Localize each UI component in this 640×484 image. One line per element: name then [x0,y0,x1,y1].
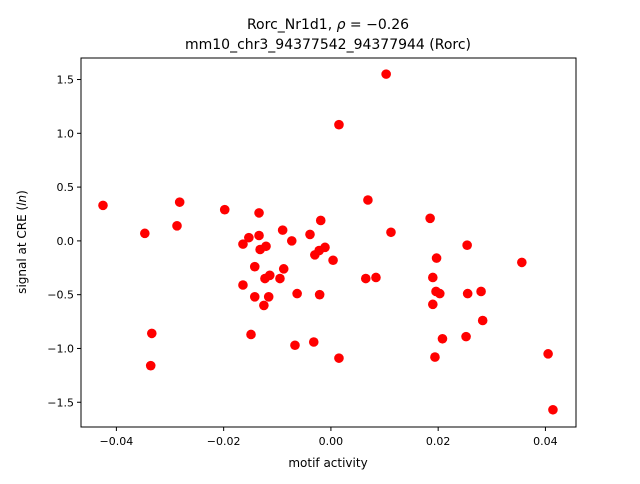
data-point [517,257,527,268]
data-point [286,236,297,246]
data-point [428,299,438,310]
y-tick-label: −1.0 [47,342,74,355]
data-point [431,253,442,263]
x-tick-label: −0.04 [100,435,134,448]
data-point [462,288,473,299]
y-tick-label: −0.5 [47,289,74,302]
y-tick-label: 0.0 [57,235,75,248]
data-point [140,228,150,239]
data-point [308,337,319,347]
data-point [381,69,391,79]
data-point [425,213,435,224]
data-point [314,289,325,300]
data-point [462,240,472,250]
data-point [244,232,254,243]
data-point [259,300,269,311]
data-point [430,352,440,362]
data-point [428,272,438,283]
y-tick-label: 1.5 [57,74,75,87]
data-point [277,225,288,235]
data-point [315,215,326,226]
data-point [548,404,558,415]
data-point [360,273,371,284]
data-point [174,197,185,207]
x-tick-label: 0.02 [426,435,451,448]
data-point [310,250,320,260]
data-point [476,286,486,297]
data-point [98,200,108,211]
data-point [238,280,248,290]
y-tick-label: 0.5 [57,181,75,194]
chart-title: Rorc_Nr1d1, ρ = −0.26 [247,17,409,33]
data-point [292,288,302,299]
y-tick-label: 1.0 [57,127,75,140]
data-point [260,273,270,284]
data-point [328,255,338,266]
data-point [290,340,300,351]
data-point [254,230,264,241]
x-tick-label: 0.00 [319,435,344,448]
data-point [461,331,471,342]
x-axis-label: motif activity [288,456,367,470]
axes-frame [80,57,577,428]
data-point [146,328,157,339]
x-tick-label: −0.02 [207,435,241,448]
data-point [172,221,182,231]
data-point [263,292,274,302]
data-point [371,272,381,283]
data-point [334,353,344,363]
data-point [434,288,445,299]
data-point [255,244,265,255]
data-point [275,273,285,284]
data-point [249,292,260,302]
data-point [246,329,256,340]
data-point [305,229,315,240]
data-point [278,264,289,274]
y-axis-label: signal at CRE (ln) [15,190,29,294]
y-tick-label: −1.5 [47,396,74,409]
data-point [386,227,396,238]
data-point [145,360,156,371]
data-point [334,119,344,130]
data-point [238,239,248,249]
x-tick-label: 0.04 [533,435,558,448]
data-point [219,204,230,215]
data-point [437,333,448,344]
data-point [543,349,553,359]
chart-subtitle: mm10_chr3_94377542_94377944 (Rorc) [185,37,471,53]
data-point [363,195,373,205]
data-point [254,208,264,218]
data-point [477,315,488,326]
data-point [249,261,260,272]
